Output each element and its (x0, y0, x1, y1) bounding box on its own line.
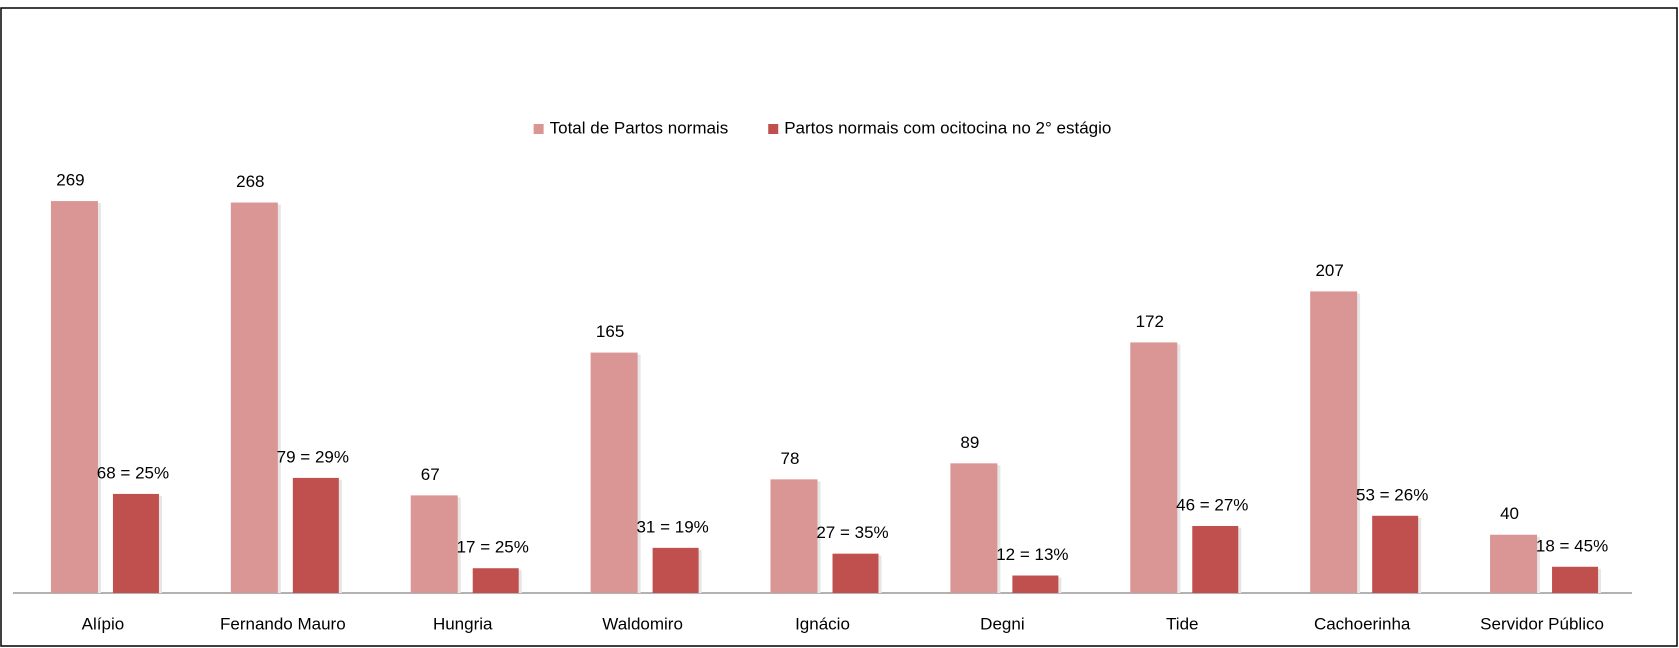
bar (1310, 291, 1358, 593)
x-tick-label: Hungria (433, 614, 493, 633)
bar (230, 202, 278, 594)
data-label: 31 = 19% (636, 517, 708, 536)
bar (770, 479, 818, 593)
data-label: 67 (421, 465, 440, 484)
data-label: 12 = 13% (996, 545, 1068, 564)
bar (1130, 342, 1178, 593)
x-tick-label: Tide (1166, 614, 1198, 633)
data-label: 40 (1500, 504, 1519, 523)
bar (1490, 534, 1538, 593)
bar (50, 201, 98, 593)
bar (410, 495, 458, 593)
bar (1372, 515, 1419, 593)
x-tick-label: Waldomiro (602, 614, 683, 633)
data-label: 78 (781, 449, 800, 468)
bar (292, 477, 339, 593)
x-tick-label: Degni (980, 614, 1024, 633)
data-label: 53 = 26% (1356, 485, 1428, 504)
data-label: 18 = 45% (1536, 536, 1608, 555)
bar (1192, 525, 1239, 593)
bar (950, 463, 998, 593)
legend-label: Partos normais com ocitocina no 2° estág… (784, 118, 1111, 137)
data-label: 79 = 29% (277, 447, 349, 466)
bar (832, 553, 879, 593)
legend-label: Total de Partos normais (550, 118, 729, 137)
bar (1552, 566, 1599, 593)
data-label: 27 = 35% (816, 523, 888, 542)
data-label: 172 (1136, 312, 1164, 331)
bar (652, 547, 699, 593)
bar (590, 352, 638, 593)
data-label: 89 (960, 433, 979, 452)
data-label: 17 = 25% (457, 538, 529, 557)
data-label: 207 (1315, 261, 1343, 280)
x-tick-label: Fernando Mauro (220, 614, 346, 633)
data-label: 68 = 25% (97, 463, 169, 482)
legend-swatch (533, 124, 544, 134)
x-tick-label: Cachoerinha (1314, 614, 1411, 633)
x-tick-label: Servidor Público (1480, 614, 1604, 633)
x-tick-label: Ignácio (795, 614, 850, 633)
data-label: 268 (236, 172, 264, 191)
data-label: 46 = 27% (1176, 495, 1248, 514)
bar (472, 568, 519, 593)
data-label: 269 (56, 171, 84, 190)
legend-swatch (768, 124, 779, 134)
data-label: 165 (596, 322, 624, 341)
bar (112, 493, 159, 593)
bar (1012, 575, 1059, 593)
x-tick-label: Alípio (82, 614, 125, 633)
